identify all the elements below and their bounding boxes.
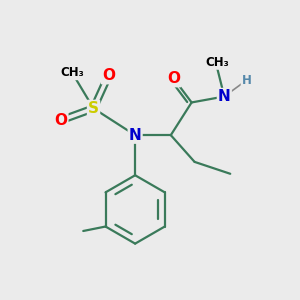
Text: CH₃: CH₃: [205, 56, 229, 69]
Text: H: H: [242, 74, 251, 87]
Text: N: N: [129, 128, 142, 142]
Text: S: S: [88, 101, 99, 116]
Text: O: O: [167, 71, 180, 86]
Text: CH₃: CH₃: [61, 66, 85, 79]
Text: N: N: [218, 89, 231, 104]
Text: O: O: [54, 113, 67, 128]
Text: O: O: [102, 68, 115, 83]
